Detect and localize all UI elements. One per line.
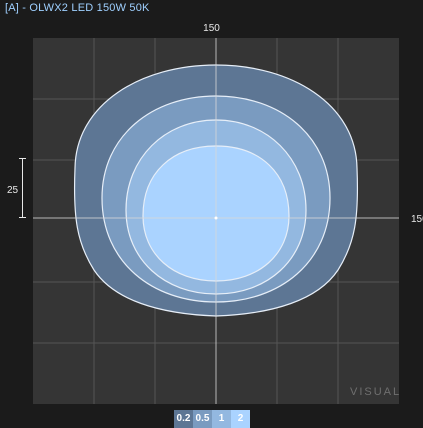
scale-bar-bottom-cap — [19, 217, 26, 218]
luminaire-position-marker — [214, 216, 218, 220]
watermark-text: VISUAL — [350, 386, 402, 398]
legend-item-0.5[interactable]: 0.5 — [193, 410, 212, 428]
legend-item-1[interactable]: 1 — [212, 410, 231, 428]
scale-bar — [22, 158, 23, 217]
window-title: [A] - OLWX2 LED 150W 50K — [5, 2, 150, 14]
isolux-plot — [33, 38, 399, 404]
scale-bar-label: 25 — [7, 185, 19, 196]
top-dimension-label: 150 — [203, 23, 220, 34]
contour-legend: 0.2 0.5 1 2 — [174, 410, 250, 428]
legend-item-0.2[interactable]: 0.2 — [174, 410, 193, 428]
right-dimension-label: 150 — [411, 214, 423, 225]
legend-item-2[interactable]: 2 — [231, 410, 250, 428]
